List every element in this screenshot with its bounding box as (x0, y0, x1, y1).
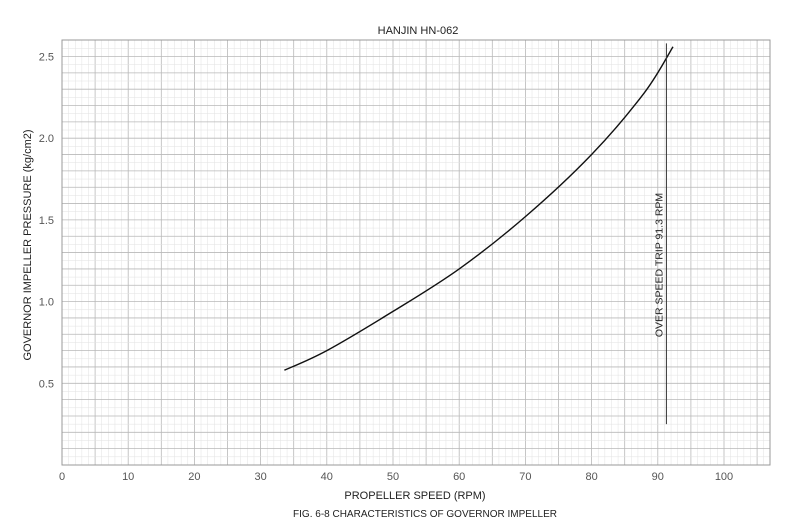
x-tick-label: 10 (122, 471, 134, 483)
x-axis-title: PROPELLER SPEED (RPM) (344, 490, 485, 502)
x-tick-label: 50 (387, 471, 399, 483)
y-axis-title: GOVERNOR IMPELLER PRESSURE (kg/cm2) (22, 129, 34, 360)
x-tick-label: 70 (519, 471, 531, 483)
x-tick-label: 20 (188, 471, 200, 483)
y-tick-label: 2.0 (39, 133, 54, 145)
plot-frame (61, 39, 771, 466)
x-tick-label: 100 (715, 471, 733, 483)
x-tick-label: 30 (254, 471, 266, 483)
annotations: OVER SPEED TRIP 91.3 RPM (653, 43, 667, 425)
pressure-curve (284, 46, 674, 371)
x-tick-label: 60 (453, 471, 465, 483)
x-tick-label: 40 (321, 471, 333, 483)
x-tick-label: 80 (585, 471, 597, 483)
y-tick-label: 1.5 (39, 215, 54, 227)
x-tick-label: 90 (652, 471, 664, 483)
figure-caption: FIG. 6-8 CHARACTERISTICS OF GOVERNOR IMP… (293, 509, 557, 520)
x-tick-label: 0 (59, 471, 65, 483)
series (284, 46, 674, 371)
y-tick-label: 1.0 (39, 297, 54, 309)
overspeed-trip-label: OVER SPEED TRIP 91.3 RPM (653, 193, 665, 337)
grid (61, 39, 770, 466)
y-tick-label: 0.5 (39, 378, 54, 390)
chart-title: HANJIN HN-062 (378, 25, 459, 37)
axis-ticks: 0 10 20 30 40 50 60 70 80 90 100 0.5 1.0 1.5 2.0 2.5 (39, 52, 733, 484)
y-tick-label: 2.5 (39, 52, 54, 64)
